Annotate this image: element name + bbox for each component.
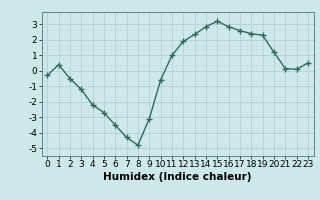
X-axis label: Humidex (Indice chaleur): Humidex (Indice chaleur) [103, 172, 252, 182]
